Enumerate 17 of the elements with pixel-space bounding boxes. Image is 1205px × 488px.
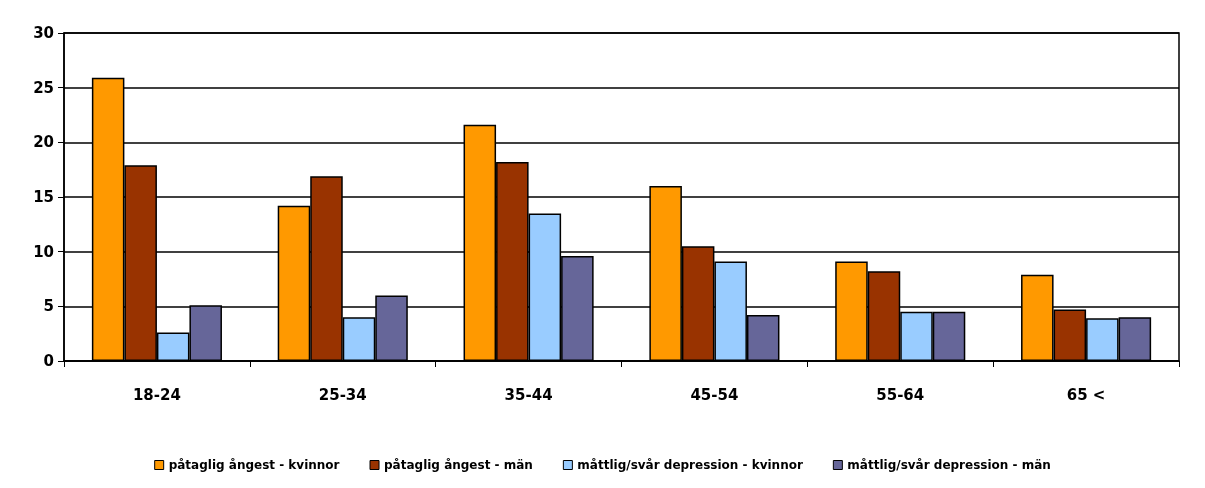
x-tick-label: 55-64 bbox=[876, 385, 925, 404]
legend-label: påtaglig ångest - män bbox=[384, 458, 533, 472]
y-tick-label: 25 bbox=[33, 78, 54, 97]
y-tick-label: 30 bbox=[33, 24, 54, 42]
y-tick-label: 15 bbox=[33, 188, 54, 206]
x-tick-label: 18-24 bbox=[132, 385, 181, 404]
x-tick-label: 45-54 bbox=[690, 385, 739, 404]
x-tick-label: 25-34 bbox=[318, 385, 367, 404]
y-tick-label: 10 bbox=[33, 242, 54, 261]
legend-label: måttlig/svår depression - män bbox=[847, 458, 1051, 472]
y-tick-label: 20 bbox=[33, 133, 54, 152]
x-tick-label: 35-44 bbox=[504, 385, 553, 404]
legend-label: påtaglig ångest - kvinnor bbox=[168, 458, 340, 472]
y-tick-label: 5 bbox=[43, 297, 54, 316]
legend-label: måttlig/svår depression - kvinnor bbox=[577, 458, 803, 472]
y-tick-label: 0 bbox=[43, 352, 54, 370]
x-tick-label: 65 < bbox=[1066, 385, 1106, 404]
